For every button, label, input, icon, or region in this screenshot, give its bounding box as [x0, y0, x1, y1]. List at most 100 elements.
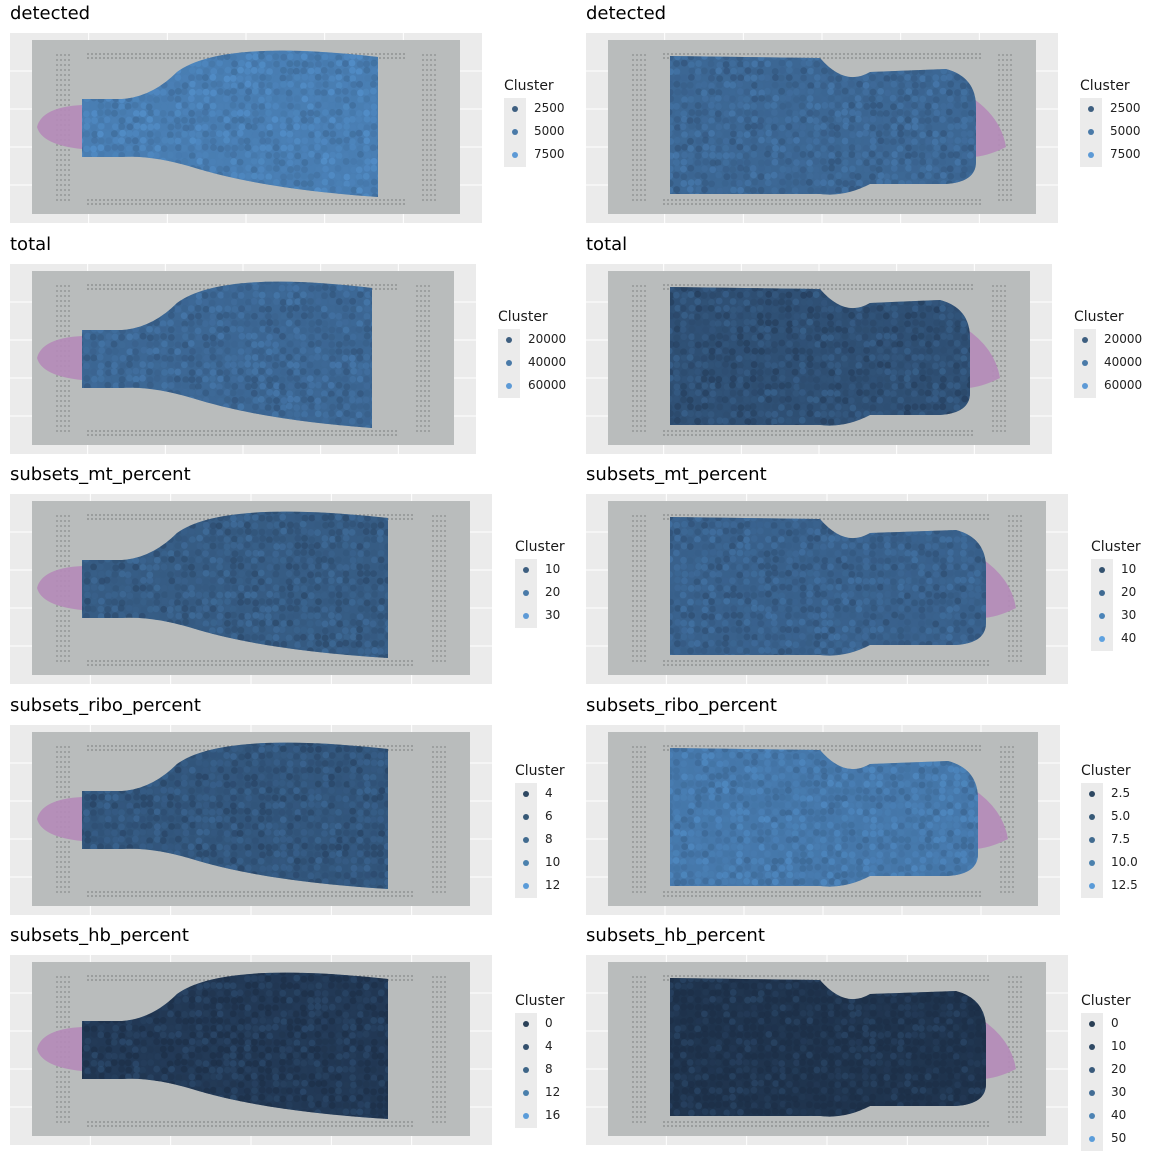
- spot: [862, 74, 870, 82]
- spot: [939, 361, 946, 368]
- spot: [264, 339, 272, 347]
- spot: [798, 82, 806, 90]
- spot: [897, 116, 904, 123]
- spot: [167, 312, 175, 319]
- spot: [341, 312, 349, 320]
- spot: [329, 137, 337, 145]
- spot: [674, 124, 681, 131]
- spot: [272, 347, 279, 355]
- spot: [118, 123, 126, 131]
- spot: [307, 180, 314, 187]
- spot: [750, 74, 758, 82]
- spot: [245, 284, 252, 291]
- spot: [308, 165, 315, 173]
- spot: [272, 165, 280, 172]
- spot: [855, 101, 863, 109]
- spot: [126, 355, 134, 362]
- spot: [854, 115, 862, 123]
- spot: [743, 159, 751, 167]
- spot: [280, 173, 287, 181]
- spot: [751, 389, 758, 396]
- spot: [132, 348, 139, 356]
- spot: [743, 103, 751, 111]
- spot: [863, 103, 871, 110]
- spot: [307, 305, 315, 313]
- spot: [869, 347, 877, 355]
- spot: [954, 325, 961, 333]
- spot: [869, 137, 877, 145]
- spot: [202, 327, 209, 335]
- spot: [334, 96, 342, 104]
- spot: [730, 368, 738, 376]
- spot: [911, 102, 918, 109]
- spot: [674, 110, 682, 118]
- spot: [90, 145, 97, 153]
- spot: [321, 367, 328, 375]
- spot: [827, 88, 834, 95]
- spot: [133, 354, 140, 362]
- spot: [848, 144, 856, 152]
- spot: [729, 375, 737, 383]
- spot: [315, 291, 323, 299]
- spot: [363, 305, 371, 313]
- spot: [308, 320, 316, 328]
- spot: [919, 362, 927, 369]
- spot: [329, 305, 337, 313]
- spot: [722, 152, 730, 160]
- spot: [800, 67, 808, 75]
- spot: [343, 136, 351, 144]
- spot: [911, 354, 919, 361]
- spot: [209, 334, 217, 342]
- spot: [300, 396, 308, 404]
- spot: [875, 313, 883, 320]
- spot: [856, 124, 864, 132]
- spot: [321, 375, 329, 383]
- spot: [862, 82, 870, 89]
- spot: [918, 117, 926, 125]
- spot: [749, 318, 757, 326]
- spot: [306, 361, 314, 369]
- spot: [750, 129, 758, 137]
- spot: [807, 368, 815, 376]
- spatial-plot: [10, 33, 482, 223]
- spot: [181, 95, 189, 102]
- spot: [807, 306, 815, 314]
- spot: [765, 129, 773, 137]
- spot: [321, 382, 329, 390]
- spot: [716, 332, 723, 340]
- spot: [209, 158, 217, 166]
- spot: [925, 305, 933, 313]
- spot: [273, 382, 281, 390]
- spot: [847, 137, 855, 145]
- spot: [350, 383, 357, 391]
- spot: [356, 354, 364, 362]
- spot: [90, 341, 98, 348]
- spot: [708, 180, 715, 188]
- spot: [695, 82, 703, 90]
- spot: [322, 354, 329, 361]
- spot: [265, 54, 273, 62]
- spot: [117, 368, 125, 375]
- spot: [723, 110, 731, 118]
- spot: [195, 88, 203, 96]
- spot: [343, 290, 350, 298]
- spot: [681, 88, 688, 96]
- spot: [173, 117, 181, 124]
- spot: [814, 81, 821, 89]
- spot: [960, 158, 968, 166]
- spot: [757, 318, 765, 326]
- spot: [335, 59, 343, 67]
- spot: [132, 130, 140, 137]
- spot: [286, 130, 294, 138]
- spot: [729, 326, 737, 334]
- spot: [757, 340, 765, 348]
- spot: [828, 187, 836, 195]
- spot: [370, 130, 377, 138]
- spot: [883, 305, 891, 312]
- spot: [294, 50, 301, 54]
- spot: [132, 361, 140, 368]
- spot: [320, 89, 328, 97]
- spot: [883, 109, 890, 117]
- spot: [926, 130, 933, 137]
- spot: [714, 381, 722, 389]
